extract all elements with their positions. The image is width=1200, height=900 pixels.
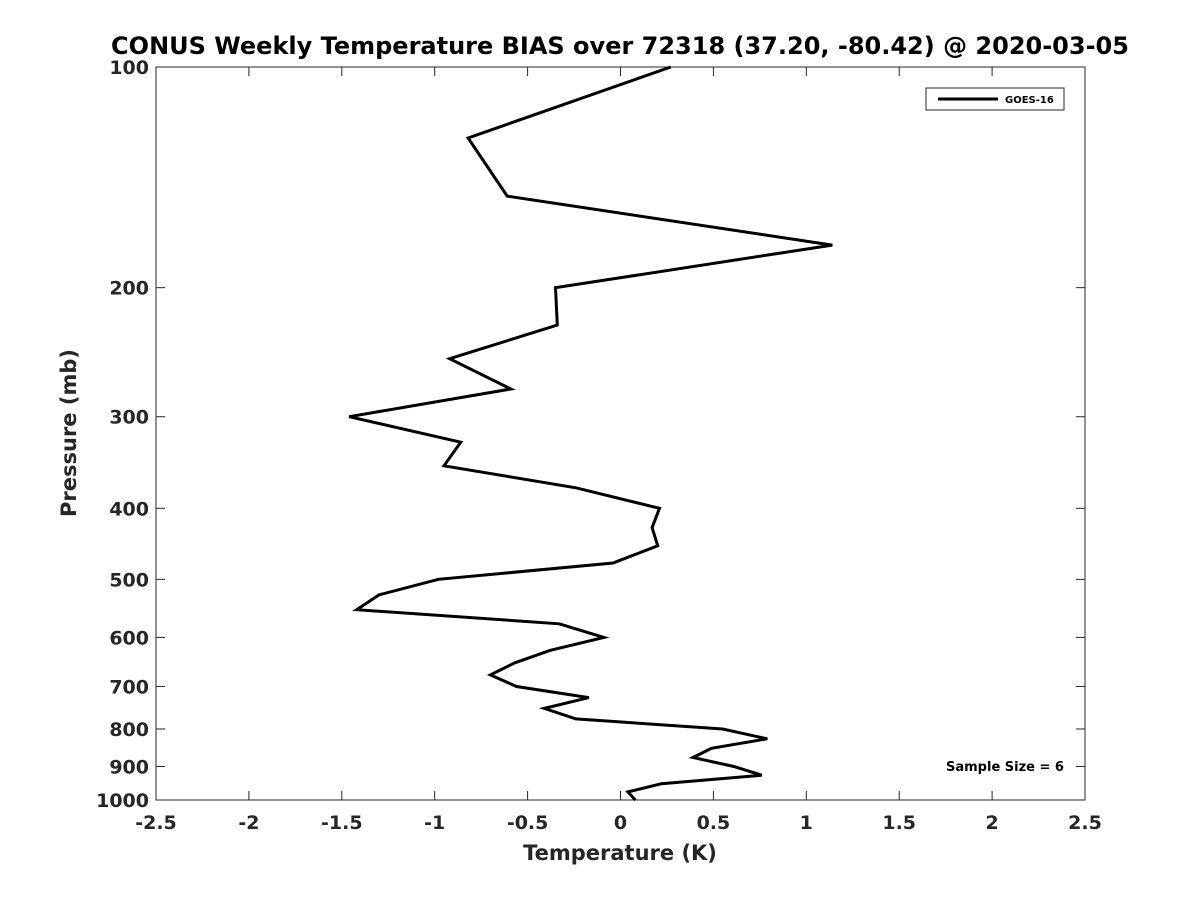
- x-tick-label: -2.5: [135, 812, 177, 834]
- x-tick-label: 2.5: [1068, 812, 1102, 834]
- x-axis: -2.5 -2 -1.5 -1 -0.5 0 0.5 1 1.5 2 2.5: [135, 67, 1102, 834]
- y-tick-label: 200: [109, 278, 149, 300]
- x-tick-label: -1: [424, 812, 445, 834]
- y-tick-label: 500: [109, 569, 149, 591]
- y-axis-label: Pressure (mb): [57, 349, 81, 517]
- x-tick-label: 1: [800, 812, 813, 834]
- plot-area: [155, 66, 1086, 801]
- x-tick-label: 0.5: [697, 812, 731, 834]
- x-tick-label: 2: [985, 812, 998, 834]
- y-tick-label: 600: [109, 627, 149, 649]
- x-tick-label: 1.5: [882, 812, 916, 834]
- series-layer: [348, 65, 833, 802]
- y-tick-label: 700: [109, 676, 149, 698]
- legend-label-goes-16: GOES-16: [1005, 95, 1054, 106]
- y-tick-label: 300: [109, 407, 149, 429]
- sample-size-annotation: Sample Size = 6: [946, 760, 1064, 775]
- x-axis-label: Temperature (K): [523, 841, 717, 865]
- x-tick-label: -0.5: [507, 812, 549, 834]
- x-tick-label: 0: [614, 812, 627, 834]
- series-line-goes-16: [348, 65, 833, 802]
- x-tick-label: -2: [238, 812, 259, 834]
- y-tick-label: 1000: [96, 790, 149, 812]
- y-axis: 100 200 300 400 500 600 700 800 900 1000: [96, 57, 1085, 812]
- y-tick-label: 800: [109, 719, 149, 741]
- x-tick-label: -1.5: [321, 812, 363, 834]
- y-tick-label: 400: [109, 498, 149, 520]
- legend: GOES-16: [925, 87, 1065, 111]
- y-tick-label: 900: [109, 756, 149, 778]
- chart-title: CONUS Weekly Temperature BIAS over 72318…: [111, 32, 1129, 60]
- y-tick-label: 100: [109, 57, 149, 79]
